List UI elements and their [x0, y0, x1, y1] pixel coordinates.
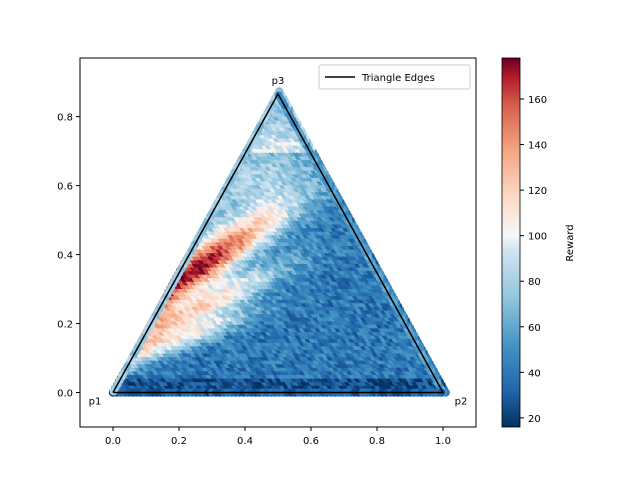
colorbar-gradient — [501, 57, 521, 428]
colorbar-tick-label: 160 — [528, 95, 547, 106]
x-tick-label: 1.0 — [435, 436, 451, 447]
y-tick-label: 0.8 — [57, 113, 73, 124]
vertex-label-p1: p1 — [89, 397, 102, 408]
colorbar-tick-label: 80 — [528, 277, 541, 288]
legend-entry-triangle-edges: Triangle Edges — [361, 73, 435, 84]
reward-scatter — [108, 87, 450, 397]
colorbar-tick-label: 100 — [528, 232, 547, 243]
y-axis-ticks: 0.0 0.2 0.4 0.6 0.8 — [57, 113, 80, 400]
x-tick-label: 0.8 — [369, 436, 385, 447]
y-tick-label: 0.6 — [57, 182, 73, 193]
vertex-label-p3: p3 — [272, 76, 285, 87]
y-tick-label: 0.0 — [57, 389, 73, 400]
colorbar-tick-label: 140 — [528, 141, 547, 152]
legend: Triangle Edges — [318, 64, 471, 90]
colorbar-label: Reward — [565, 224, 576, 261]
colorbar-ticks: 20 40 60 80 100 120 140 160 — [520, 95, 547, 425]
colorbar: 20 40 60 80 100 120 140 160 Reward — [501, 57, 576, 428]
y-tick-label: 0.4 — [57, 251, 73, 262]
colorbar-tick-label: 20 — [528, 414, 541, 425]
colorbar-tick-label: 120 — [528, 186, 547, 197]
vertex-label-p2: p2 — [455, 397, 468, 408]
y-tick-label: 0.2 — [57, 320, 73, 331]
x-tick-label: 0.0 — [105, 436, 121, 447]
x-tick-label: 0.4 — [237, 436, 253, 447]
x-axis-ticks: 0.0 0.2 0.4 0.6 0.8 1.0 — [105, 427, 451, 447]
x-tick-label: 0.2 — [171, 436, 187, 447]
x-tick-label: 0.6 — [303, 436, 319, 447]
colorbar-tick-label: 40 — [528, 368, 541, 379]
colorbar-tick-label: 60 — [528, 323, 541, 334]
